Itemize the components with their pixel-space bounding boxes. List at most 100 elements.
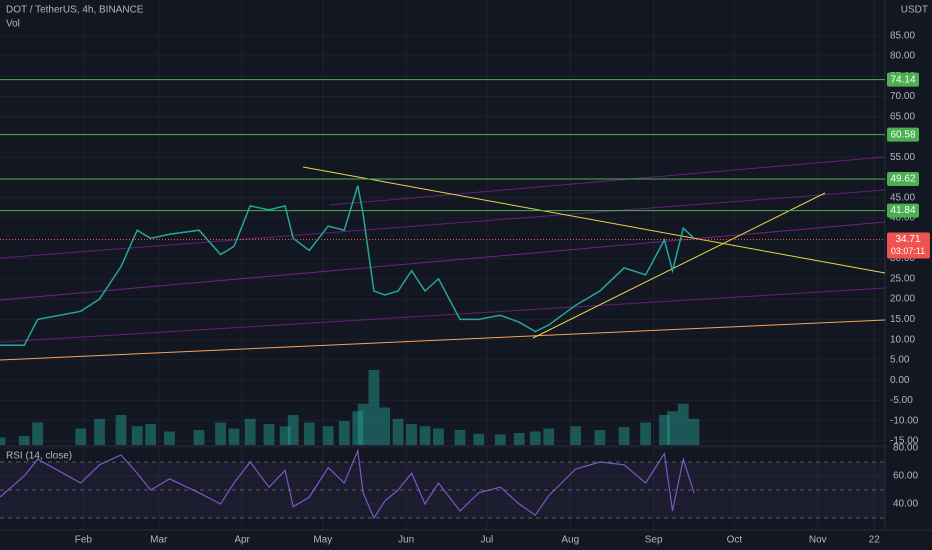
volume-bar	[0, 437, 6, 445]
volume-bar	[287, 415, 299, 445]
channel-line	[0, 189, 886, 259]
chart-title: DOT / TetherUS, 4h, BINANCE	[6, 5, 144, 16]
volume-bar	[688, 418, 700, 445]
volume-bar	[473, 433, 485, 445]
marks	[0, 79, 885, 520]
volume-bar	[32, 422, 44, 445]
rsi-tick-label: 60.00	[893, 471, 918, 482]
y-tick-label: 30.00	[890, 253, 915, 264]
drawings	[0, 156, 886, 361]
y-tick-label: -5.00	[890, 395, 913, 406]
y-tick-label: -10.00	[890, 415, 919, 426]
y-tick-label: 20.00	[890, 294, 915, 305]
grid	[0, 0, 885, 530]
volume-bar	[94, 418, 105, 445]
x-tick-label: Oct	[727, 535, 743, 546]
volume-bar	[659, 415, 670, 445]
rsi-tick-label: 40.00	[893, 499, 918, 510]
rsi-label: RSI (14, close)	[6, 451, 72, 462]
y-tick-label: 15.00	[890, 314, 915, 325]
volume-bar	[640, 422, 651, 445]
volume-bar	[379, 407, 391, 445]
volume-bar	[131, 426, 143, 445]
rsi-line	[0, 448, 695, 520]
volume-bar	[570, 426, 582, 445]
y-tick-label: 25.00	[890, 273, 915, 284]
level-badge	[887, 172, 919, 187]
y-tick-label: 55.00	[890, 152, 915, 163]
level-badge	[887, 203, 919, 218]
y-tick-label: 5.00	[890, 355, 910, 366]
volume-bar	[215, 422, 226, 445]
rsi-tick-label: 80.00	[893, 443, 918, 454]
volume-bar	[529, 431, 541, 445]
level-label: 60.58	[890, 129, 915, 140]
volume-bar	[618, 427, 630, 445]
y-tick-label: -15.00	[890, 436, 919, 447]
x-tick-label: Apr	[234, 535, 250, 546]
volume-bar	[115, 415, 127, 445]
y-tick-label: 10.00	[890, 334, 915, 345]
y-tick-label: 70.00	[890, 91, 915, 102]
countdown: 03:07:11	[891, 246, 925, 256]
volume-bar	[368, 370, 380, 445]
trend-line	[0, 319, 886, 361]
volume-bar	[322, 426, 334, 445]
volume-bar	[164, 431, 175, 445]
y-tick-label: 85.00	[890, 30, 915, 41]
volume-bar	[244, 418, 256, 445]
x-tick-label: Nov	[809, 535, 827, 546]
y-tick-label: 0.00	[890, 375, 910, 386]
volume-bar	[145, 424, 157, 445]
volume-bar	[667, 411, 678, 445]
volume-bar	[279, 426, 291, 445]
x-tick-label: Sep	[645, 535, 663, 546]
volume-bar	[338, 421, 350, 445]
volume-bar	[303, 422, 315, 445]
y-tick-label: 80.00	[890, 51, 915, 62]
volume-bar	[392, 418, 404, 445]
trend-line	[532, 192, 826, 339]
channel-line	[0, 221, 886, 301]
volume-bar	[357, 403, 369, 445]
x-tick-label: Aug	[561, 535, 579, 546]
channel-line	[0, 287, 886, 343]
volume-bar	[594, 430, 606, 445]
currency: USDT	[901, 5, 928, 16]
x-tick-label: Mar	[150, 535, 168, 546]
price-line	[0, 185, 695, 347]
volume-bar	[263, 424, 275, 445]
level-label: 74.14	[890, 74, 915, 85]
last-price-label: 34.71	[895, 234, 920, 245]
last-price-badge	[887, 232, 930, 259]
x-tick-label: May	[313, 535, 332, 546]
trend-line	[302, 166, 886, 274]
volume-bar	[406, 424, 417, 445]
level-label: 41.84	[890, 205, 915, 216]
volume-bar	[228, 428, 240, 445]
y-tick-label: 65.00	[890, 111, 915, 122]
volume-bar	[193, 430, 205, 445]
volume-bar	[433, 428, 444, 445]
x-tick-label: Jul	[480, 535, 493, 546]
volume-bar	[75, 428, 87, 445]
level-badge	[887, 72, 919, 87]
volume-bar	[543, 428, 555, 445]
y-tick-label: 40.00	[890, 213, 915, 224]
level-label: 49.62	[890, 174, 915, 185]
volume-bar	[513, 433, 525, 445]
volume-bar	[454, 430, 466, 445]
volume-bar	[677, 403, 689, 445]
volume-bar	[494, 434, 506, 445]
level-badge	[887, 127, 919, 142]
x-tick-label: Feb	[75, 535, 93, 546]
y-tick-label: 45.00	[890, 192, 915, 203]
volume-bar	[352, 411, 364, 445]
x-tick-label: Jun	[398, 535, 414, 546]
volume-bar	[18, 436, 30, 445]
channel-line	[329, 156, 886, 206]
volume-label: Vol	[6, 19, 20, 30]
volume-bar	[419, 426, 431, 445]
